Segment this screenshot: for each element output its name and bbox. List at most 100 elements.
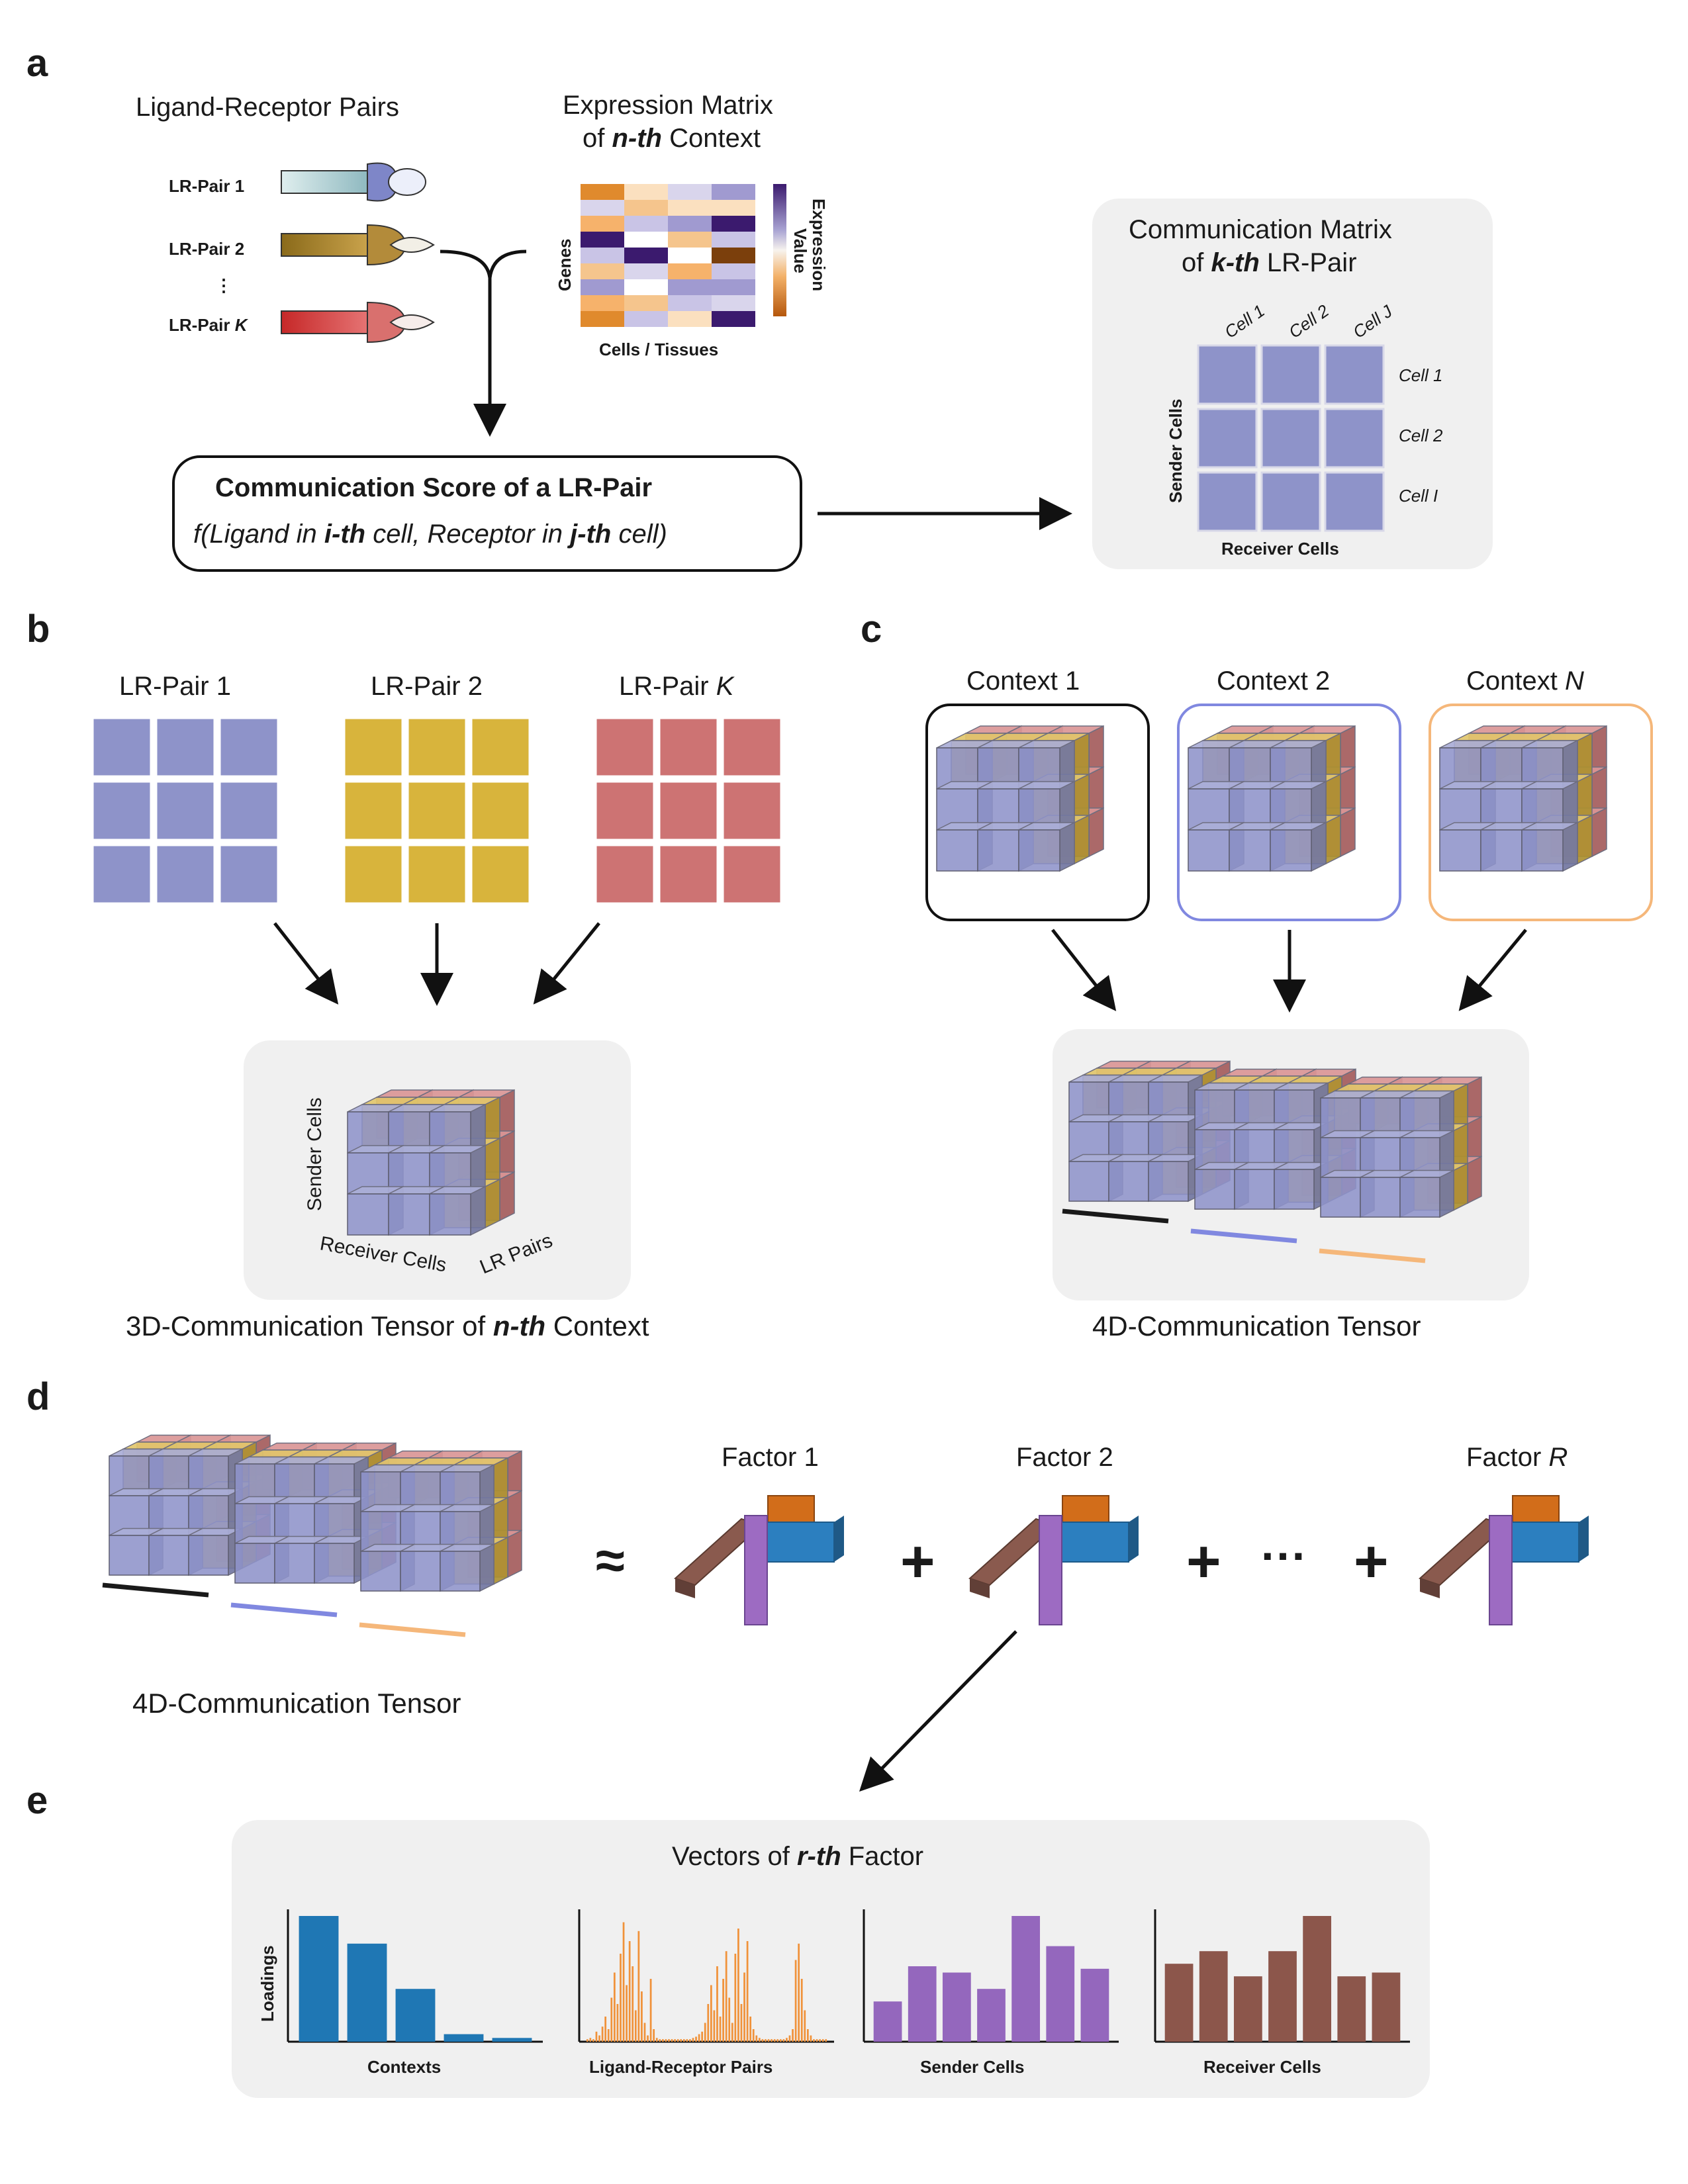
loading-bar (776, 2039, 779, 2042)
cube-side (479, 1543, 494, 1592)
communication-score-formula: f(Ligand in i-th cell, Receptor in j-th … (193, 520, 667, 549)
loading-bar (977, 1989, 1006, 2042)
cube-front (1439, 829, 1481, 872)
heatmap-cell (668, 311, 712, 327)
loading-bar (607, 2029, 610, 2042)
loading-bar (695, 2036, 697, 2042)
heatmap-cell (712, 279, 755, 295)
loading-bar (810, 2035, 812, 2042)
lr-matrix-cell (658, 717, 719, 778)
loading-bar (1337, 1976, 1366, 2042)
heatmap-cell (581, 295, 624, 311)
lr-matrix-cell (658, 780, 719, 841)
approx-symbol: ≈ (596, 1531, 625, 1590)
lr-pair-k-title-b: LR-Pair K (619, 672, 735, 701)
loading-bar (710, 1985, 712, 2042)
loading-bar (689, 2039, 691, 2042)
loading-bar (641, 1991, 643, 2042)
lr-matrix-cell (343, 717, 404, 778)
heatmap-cell (624, 279, 668, 295)
comm-matrix-cell (1197, 344, 1258, 405)
loading-bar (734, 1954, 737, 2042)
loading-bar (707, 2004, 710, 2042)
cube-side (1074, 814, 1090, 865)
cube-side (499, 1171, 515, 1222)
panel-e-label: e (26, 1779, 48, 1822)
heatmap-cell (712, 184, 755, 200)
cube-side (485, 1178, 500, 1229)
comm-matrix-cell (1324, 471, 1385, 532)
factor-brown-end (1420, 1578, 1440, 1598)
cube-side (1577, 814, 1593, 865)
heatmap-cell (624, 200, 668, 216)
factor-purple-bar (1039, 1515, 1062, 1625)
cube-side (1325, 814, 1341, 865)
lr-matrix-cell (722, 844, 782, 905)
row-cell-i: Cell I (1399, 486, 1438, 506)
loading-bar (701, 2031, 704, 2042)
factor-purple-bar (1489, 1515, 1513, 1625)
lr-matrix-cell (470, 780, 531, 841)
cube-front (1480, 829, 1523, 872)
lr-matrix-cell (218, 844, 279, 905)
receptor-1-icon (281, 162, 426, 202)
cube-front (1234, 1169, 1275, 1210)
context-2-title: Context 2 (1217, 666, 1330, 696)
loading-bar (765, 2039, 767, 2042)
loading-bar (825, 2039, 827, 2042)
cube-front (1148, 1161, 1189, 1202)
panel-a-label: a (26, 42, 48, 85)
loading-bar (586, 2039, 588, 2042)
loading-bar (395, 1989, 436, 2042)
loading-bar (1372, 1972, 1401, 2042)
expression-matrix-title-1: Expression Matrix (563, 91, 773, 120)
context-tensors (936, 725, 1607, 872)
loading-bar (813, 2039, 815, 2042)
loading-bar (677, 2039, 679, 2042)
loading-bar (798, 1943, 800, 2042)
cube-side (1562, 821, 1578, 872)
heatmap-cell (581, 200, 624, 216)
loading-bar (816, 2039, 818, 2042)
loading-bar (788, 2035, 791, 2042)
loading-bar (649, 1979, 652, 2042)
cells-tissues-label: Cells / Tissues (599, 340, 718, 359)
factor-orange-bar (1512, 1495, 1560, 1523)
loading-bar (674, 2039, 676, 2042)
lr-matrix-cell (406, 780, 467, 841)
loading-bar (592, 2039, 594, 2042)
loading-bar (668, 2039, 670, 2042)
heatmap-cell (668, 184, 712, 200)
loading-bar (647, 2035, 649, 2042)
lr-matrix-cell (470, 717, 531, 778)
heatmap-cell (668, 232, 712, 248)
lr-matrix-cell (155, 844, 216, 905)
cube-side (1088, 807, 1104, 858)
cube-front (188, 1535, 229, 1576)
row-cell-1: Cell 1 (1399, 365, 1442, 385)
xlabel-sender: Sender Cells (920, 2057, 1025, 2077)
lr-matrix-cell (406, 844, 467, 905)
heatmap-cell (712, 232, 755, 248)
context-underline (1190, 1228, 1297, 1244)
factor-glyphs (674, 1495, 1589, 1625)
loading-bar (632, 1966, 634, 2042)
lr-pair-matrices (91, 717, 782, 905)
loading-bar (767, 2039, 770, 2042)
cube-front (1229, 829, 1271, 872)
loading-bar (628, 1941, 631, 2042)
panel-b-arrows (273, 922, 600, 1006)
comm-matrix-cell (1324, 408, 1385, 469)
cube-front (1194, 1169, 1235, 1210)
heatmap-cell (668, 248, 712, 263)
cube-front (936, 829, 978, 872)
receptor-2-icon (281, 224, 435, 266)
cube-front (388, 1193, 430, 1236)
4d-communication-tensor-d (102, 1434, 522, 1637)
cube-front (109, 1535, 150, 1576)
loading-bar (661, 2039, 664, 2042)
communication-matrix-title-1: Communication Matrix (1129, 215, 1392, 244)
loading-bar (908, 1966, 937, 2042)
factor-r-title: Factor R (1466, 1443, 1568, 1472)
